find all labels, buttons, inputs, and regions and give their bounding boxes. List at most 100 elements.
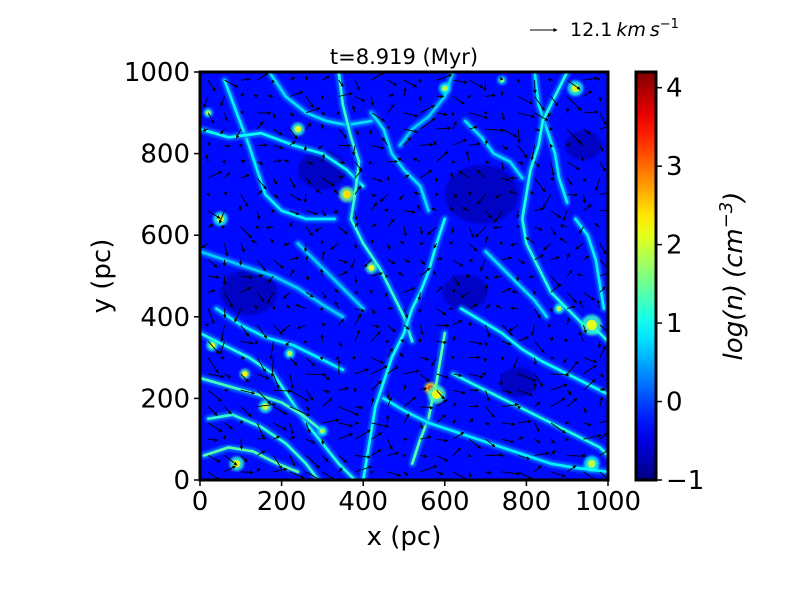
velocity-arrow <box>582 194 587 204</box>
x-axis-ticks: 0 200 400 600 800 1000 <box>192 480 641 517</box>
filament <box>200 127 365 188</box>
velocity-arrow <box>203 96 209 108</box>
velocity-arrow <box>320 333 324 342</box>
velocity-arrow <box>436 151 449 163</box>
velocity-arrow <box>273 389 292 393</box>
velocity-arrow <box>256 121 264 130</box>
velocity-arrow <box>363 259 372 268</box>
velocity-arrow <box>305 275 310 281</box>
velocity-arrow <box>548 126 553 131</box>
density-clump <box>587 459 596 468</box>
velocity-arrow <box>206 141 211 146</box>
velocity-arrow <box>534 401 541 407</box>
velocity-arrow <box>403 209 416 214</box>
velocity-arrow <box>235 128 242 139</box>
velocity-arrow <box>500 453 504 458</box>
velocity-arrow <box>354 368 369 375</box>
velocity-arrow <box>202 128 209 132</box>
velocity-arrow <box>512 357 519 369</box>
velocity-arrow <box>485 406 495 418</box>
velocity-arrow <box>387 471 402 477</box>
velocity-arrow <box>240 174 250 179</box>
velocity-arrow <box>234 308 242 323</box>
velocity-arrow <box>305 422 311 434</box>
velocity-arrow <box>452 275 460 287</box>
velocity-arrow <box>599 271 608 277</box>
velocity-arrow <box>204 323 209 327</box>
velocity-arrow <box>533 382 537 391</box>
velocity-arrow <box>273 144 284 150</box>
velocity-arrow <box>270 209 276 214</box>
velocity-arrow <box>550 161 555 177</box>
velocity-arrow <box>223 191 228 196</box>
velocity-arrow <box>501 177 511 182</box>
velocity-arrow <box>578 331 584 342</box>
velocity-arrow <box>333 209 339 214</box>
y-axis-label: y (pc) <box>87 239 117 314</box>
density-clump <box>242 371 248 377</box>
velocity-arrow <box>240 356 246 360</box>
velocity-arrow <box>492 225 502 230</box>
colorbar-fill <box>636 72 656 480</box>
density-clump <box>262 403 269 410</box>
velocity-arrow <box>534 373 543 388</box>
velocity-arrow <box>582 177 587 183</box>
velocity-arrow <box>387 79 398 86</box>
velocity-arrow <box>286 304 291 309</box>
velocity-arrow <box>289 76 296 81</box>
velocity-arrow <box>550 450 556 456</box>
velocity-arrow <box>419 422 423 430</box>
velocity-arrow <box>253 94 258 98</box>
density-clump <box>233 460 241 468</box>
velocity-arrow <box>420 142 434 147</box>
velocity-arrow <box>224 465 237 473</box>
velocity-arrow <box>354 455 371 459</box>
velocity-arrow <box>224 172 231 179</box>
heatmap-plot-area <box>200 72 608 480</box>
velocity-arrow <box>452 336 456 342</box>
velocity-arrow <box>338 406 360 416</box>
velocity-arrow <box>224 406 232 415</box>
velocity-arrow <box>451 355 455 360</box>
velocity-arrow <box>515 210 520 219</box>
velocity-arrow <box>351 355 356 360</box>
velocity-arrow <box>413 191 421 196</box>
velocity-arrow <box>371 193 377 197</box>
velocity-arrow <box>420 387 428 391</box>
velocity-arrow <box>550 176 555 181</box>
velocity-arrow <box>379 194 389 202</box>
velocity-arrow <box>597 341 602 349</box>
velocity-arrow <box>485 421 490 425</box>
velocity-arrow <box>469 438 482 449</box>
velocity-arrow <box>240 470 254 475</box>
velocity-arrow <box>547 112 552 118</box>
x-tick-label: 400 <box>338 487 388 517</box>
velocity-arrow <box>220 96 225 107</box>
colorbar-tick-label: 0 <box>666 388 683 418</box>
velocity-arrow <box>495 304 503 309</box>
velocity-arrow <box>387 347 393 358</box>
velocity-arrow <box>354 429 371 440</box>
velocity-arrow <box>452 389 466 395</box>
velocity-arrow <box>256 422 265 439</box>
velocity-arrow <box>317 145 323 150</box>
velocity-arrow <box>468 471 472 478</box>
velocity-arrow <box>403 384 407 391</box>
velocity-arrow <box>315 189 323 195</box>
filament <box>206 413 320 480</box>
velocity-arrow <box>273 406 288 415</box>
velocity-arrow <box>201 243 209 248</box>
velocity-arrow <box>353 243 358 249</box>
velocity-arrow <box>499 240 504 245</box>
velocity-arrow <box>337 359 341 374</box>
velocity-arrow <box>596 299 601 309</box>
velocity-arrow <box>319 306 324 311</box>
velocity-arrow <box>518 161 525 165</box>
velocity-arrow <box>321 323 326 327</box>
velocity-arrow <box>549 336 554 342</box>
velocity-arrow <box>436 455 449 462</box>
velocity-arrow <box>238 205 243 211</box>
velocity-arrow <box>338 226 348 235</box>
velocity-arrow <box>354 421 360 425</box>
velocity-arrow <box>517 471 533 480</box>
